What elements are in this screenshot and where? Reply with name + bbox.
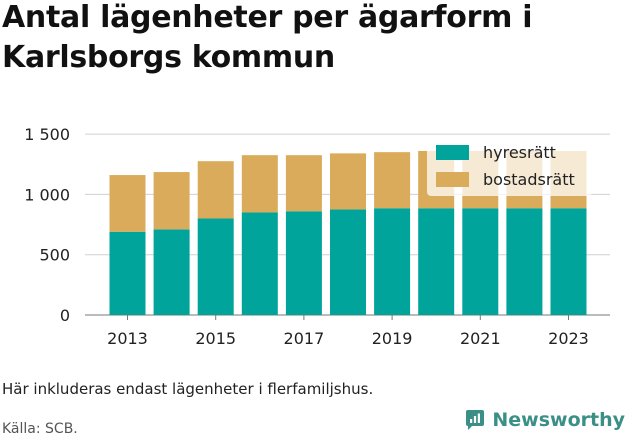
stacked-bar-chart: 0 500 1 000 1 500 2013 2015 2017 2019 2021 2023 hy…: [24, 125, 610, 348]
x-tick-label: 2023: [548, 329, 589, 348]
bar-bostadsratt: [374, 152, 411, 209]
x-tick-label: 2015: [195, 329, 236, 348]
bar-bostadsratt: [153, 172, 190, 230]
bar-hyresratt: [285, 211, 322, 315]
bar-bostadsratt: [109, 175, 146, 232]
legend-swatch: [436, 172, 469, 187]
bar-hyresratt: [506, 208, 543, 315]
bar-bostadsratt: [241, 155, 278, 213]
x-tick-label: 2019: [372, 329, 413, 348]
x-tick-label: 2013: [107, 329, 148, 348]
legend-label: hyresrätt: [483, 143, 556, 162]
brand-name: Newsworthy: [492, 409, 625, 431]
bar-hyresratt: [109, 231, 146, 315]
source-note: Källa: SCB.: [2, 421, 78, 437]
bar-hyresratt: [462, 208, 499, 315]
x-tick-label: 2017: [284, 329, 325, 348]
y-tick-label: 1 500: [24, 125, 70, 144]
legend: hyresrätt bostadsrätt: [427, 137, 592, 196]
bar-hyresratt: [330, 209, 366, 315]
y-tick-label: 0: [60, 306, 70, 325]
x-tick-label: 2021: [460, 329, 501, 348]
bar-bostadsratt: [285, 155, 322, 212]
brand-logo: Newsworthy: [464, 409, 625, 431]
bar-hyresratt: [550, 208, 587, 315]
bar-hyresratt: [374, 208, 411, 315]
bar-hyresratt: [153, 229, 190, 315]
footnote: Här inkluderas endast lägenheter i flerf…: [2, 380, 374, 398]
bar-hyresratt: [197, 218, 234, 315]
chart-title-line-1: Antal lägenheter per ägarform i: [2, 0, 533, 35]
legend-label: bostadsrätt: [483, 170, 575, 189]
bar-bostadsratt: [197, 161, 234, 219]
bar-hyresratt: [241, 212, 278, 315]
bar-hyresratt: [418, 208, 455, 315]
chart-title: Antal lägenheter per ägarform i Karlsbor…: [2, 0, 627, 78]
y-tick-label: 500: [39, 246, 70, 265]
bar-bostadsratt: [330, 153, 366, 210]
chart-title-line-2: Karlsborgs kommun: [2, 40, 335, 75]
y-tick-label: 1 000: [24, 185, 70, 204]
legend-swatch: [436, 145, 469, 160]
newsworthy-logo-icon: [466, 410, 485, 430]
